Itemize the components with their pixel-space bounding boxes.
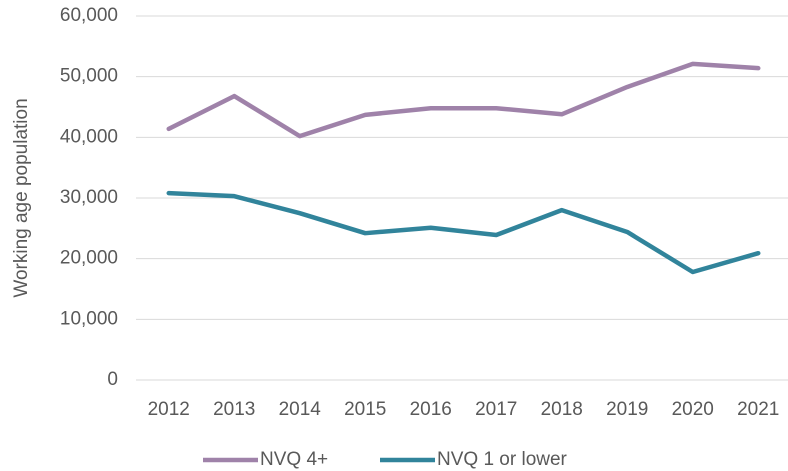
- x-tick-label: 2020: [672, 399, 714, 420]
- y-tick-label: 0: [107, 369, 118, 390]
- y-tick-label: 50,000: [60, 66, 118, 87]
- y-tick-label: 40,000: [60, 126, 118, 147]
- x-tick-label: 2016: [410, 399, 452, 420]
- series-line: [166, 190, 761, 275]
- x-tick-label: 2013: [213, 399, 255, 420]
- legend-label: NVQ 4+: [260, 449, 328, 470]
- legend-label: NVQ 1 or lower: [437, 449, 568, 470]
- x-tick-label: 2021: [737, 399, 779, 420]
- y-tick-label: 10,000: [60, 308, 118, 329]
- x-tick-label: 2012: [148, 399, 190, 420]
- y-axis-label: Working age population: [11, 98, 32, 297]
- x-tick-label: 2019: [606, 399, 648, 420]
- series-line: [166, 61, 761, 139]
- x-tick-label: 2014: [279, 399, 322, 420]
- x-tick-label: 2015: [344, 399, 386, 420]
- y-tick-label: 30,000: [60, 187, 118, 208]
- x-tick-label: 2017: [475, 399, 517, 420]
- y-tick-label: 60,000: [60, 5, 118, 26]
- y-tick-label: 20,000: [60, 248, 118, 269]
- x-tick-label: 2018: [541, 399, 583, 420]
